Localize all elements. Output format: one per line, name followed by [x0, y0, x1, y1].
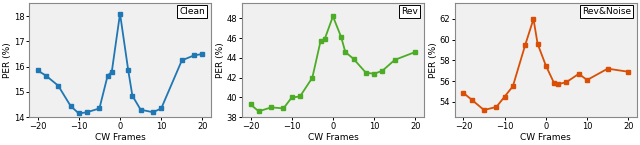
- Y-axis label: PER (%): PER (%): [429, 42, 438, 78]
- X-axis label: CW Frames: CW Frames: [520, 133, 572, 142]
- Text: Clean: Clean: [179, 7, 205, 16]
- X-axis label: CW Frames: CW Frames: [308, 133, 358, 142]
- Y-axis label: PER (%): PER (%): [3, 42, 12, 78]
- Text: Rev: Rev: [401, 7, 418, 16]
- Y-axis label: PER (%): PER (%): [216, 42, 225, 78]
- X-axis label: CW Frames: CW Frames: [95, 133, 145, 142]
- Text: Rev&Noise: Rev&Noise: [582, 7, 631, 16]
